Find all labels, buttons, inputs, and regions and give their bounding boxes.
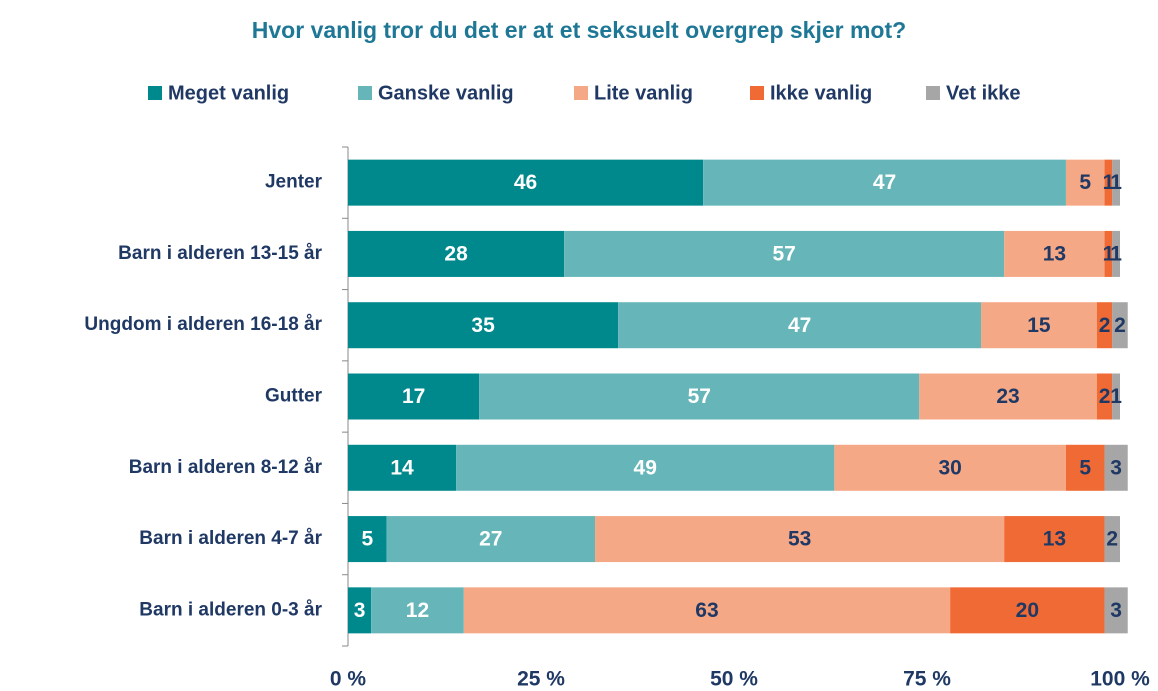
value-label: 13 — [1043, 242, 1066, 265]
bar-segment — [463, 587, 951, 634]
bar-segment — [1104, 230, 1113, 277]
x-tick-label: 75 % — [903, 668, 951, 691]
y-tick-label: Gutter — [265, 386, 323, 407]
legend-swatch — [574, 86, 588, 100]
value-label: 57 — [688, 385, 711, 408]
value-label: 47 — [788, 314, 811, 337]
bar-segment — [1004, 230, 1105, 277]
value-label: 5 — [361, 528, 373, 551]
bar-segment — [1104, 159, 1113, 206]
y-tick-label: Barn i alderen 8-12 år — [129, 457, 323, 478]
value-label: 1 — [1103, 242, 1115, 265]
value-label: 17 — [402, 385, 425, 408]
value-label: 2 — [1099, 385, 1111, 408]
bar-segment — [479, 373, 920, 420]
bar-segment — [348, 373, 480, 420]
value-label: 1 — [1110, 385, 1122, 408]
legend-label: Meget vanlig — [168, 82, 289, 104]
x-tick-label: 0 % — [330, 668, 367, 691]
value-label: 53 — [788, 528, 811, 551]
bar-segment — [371, 587, 464, 634]
bar-segment — [1112, 230, 1120, 277]
bar-segment — [348, 302, 619, 349]
bar-segment — [348, 444, 457, 491]
bar-segment — [348, 587, 372, 634]
legend-swatch — [358, 86, 372, 100]
bar-segment — [348, 159, 704, 206]
value-label: 2 — [1106, 528, 1118, 551]
bar-segment — [1096, 302, 1113, 349]
value-label: 57 — [773, 242, 796, 265]
value-label: 47 — [873, 171, 896, 194]
y-tick-label: Barn i alderen 0-3 år — [139, 599, 322, 620]
legend-label: Ikke vanlig — [770, 82, 872, 104]
bar-segment — [1112, 159, 1120, 206]
bar-segment — [1065, 159, 1105, 206]
value-label: 1 — [1110, 242, 1122, 265]
bar-segment — [348, 230, 565, 277]
y-tick-label: Barn i alderen 13-15 år — [118, 243, 322, 264]
value-label: 14 — [390, 456, 414, 479]
chart-title: Hvor vanlig tror du det er at et seksuel… — [252, 17, 906, 43]
value-label: 5 — [1079, 456, 1091, 479]
value-label: 1 — [1110, 171, 1122, 194]
bar-segment — [1104, 587, 1128, 634]
value-label: 23 — [996, 385, 1019, 408]
bar-segment — [618, 302, 982, 349]
bar-segment — [1065, 444, 1105, 491]
bar-segment — [919, 373, 1097, 420]
bar-segment — [1104, 516, 1120, 563]
value-label: 3 — [354, 599, 366, 622]
bar-segment — [834, 444, 1066, 491]
x-tick-label: 50 % — [710, 668, 758, 691]
bar-segment — [1096, 373, 1113, 420]
bar-segment — [1112, 302, 1128, 349]
bar-segment — [348, 516, 387, 563]
bar-segment — [386, 516, 596, 563]
y-tick-label: Ungdom i alderen 16-18 år — [84, 314, 322, 335]
value-label: 20 — [1016, 599, 1039, 622]
value-label: 2 — [1099, 314, 1111, 337]
bar-segment — [1112, 373, 1120, 420]
bar-segment — [981, 302, 1097, 349]
value-label: 5 — [1079, 171, 1091, 194]
value-label: 15 — [1027, 314, 1051, 337]
legend-label: Vet ikke — [946, 82, 1021, 104]
value-label: 3 — [1110, 456, 1122, 479]
bar-segment — [595, 516, 1005, 563]
value-label: 35 — [471, 314, 495, 337]
legend-swatch — [148, 86, 162, 100]
value-label: 49 — [634, 456, 657, 479]
bar-segment — [564, 230, 1005, 277]
value-label: 1 — [1103, 171, 1115, 194]
value-label: 2 — [1114, 314, 1126, 337]
value-label: 27 — [479, 528, 502, 551]
legend-label: Lite vanlig — [594, 82, 693, 104]
value-label: 12 — [406, 599, 429, 622]
bar-segment — [456, 444, 835, 491]
bar-segment — [1004, 516, 1105, 563]
x-tick-label: 25 % — [517, 668, 565, 691]
legend-swatch — [926, 86, 940, 100]
value-label: 3 — [1110, 599, 1122, 622]
legend-label: Ganske vanlig — [378, 82, 514, 104]
value-label: 63 — [695, 599, 718, 622]
x-tick-label: 100 % — [1090, 668, 1150, 691]
legend-swatch — [750, 86, 764, 100]
bar-segment — [950, 587, 1105, 634]
bar-segment — [1104, 444, 1128, 491]
value-label: 13 — [1043, 528, 1066, 551]
bar-segment — [703, 159, 1066, 206]
value-label: 28 — [444, 242, 468, 265]
y-tick-label: Barn i alderen 4-7 år — [139, 528, 322, 549]
value-label: 30 — [938, 456, 961, 479]
y-tick-label: Jenter — [265, 172, 323, 193]
value-label: 46 — [514, 171, 537, 194]
